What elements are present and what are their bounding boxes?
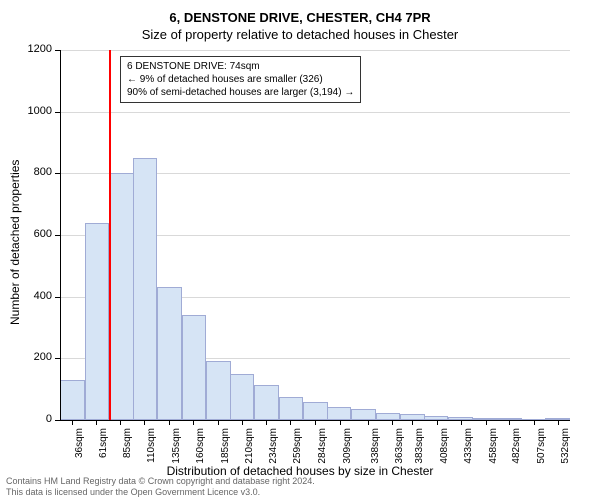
x-tick-mark	[461, 420, 462, 425]
x-tick-mark	[340, 420, 341, 425]
y-tick-label: 800	[12, 166, 60, 178]
x-tick-mark	[534, 420, 535, 425]
x-tick-label: 532sqm	[560, 428, 571, 468]
x-tick-mark	[437, 420, 438, 425]
footer: Contains HM Land Registry data © Crown c…	[6, 476, 315, 498]
histogram-bar	[133, 158, 158, 420]
histogram-bar	[182, 315, 207, 420]
y-tick-label: 200	[12, 351, 60, 363]
x-tick-mark	[266, 420, 267, 425]
histogram-bar	[279, 397, 304, 420]
grid-line	[60, 50, 570, 51]
x-tick-mark	[242, 420, 243, 425]
x-tick-label: 458sqm	[488, 428, 499, 468]
x-tick-label: 234sqm	[268, 428, 279, 468]
y-tick-label: 400	[12, 290, 60, 302]
x-tick-mark	[290, 420, 291, 425]
marker-line	[109, 50, 111, 420]
histogram-bar	[303, 402, 328, 421]
y-axis-line	[60, 50, 61, 420]
x-tick-mark	[412, 420, 413, 425]
chart-container: 6, DENSTONE DRIVE, CHESTER, CH4 7PR Size…	[0, 0, 600, 500]
x-tick-label: 259sqm	[292, 428, 303, 468]
x-tick-mark	[72, 420, 73, 425]
x-tick-label: 85sqm	[122, 428, 133, 468]
x-tick-mark	[218, 420, 219, 425]
y-tick-label: 1200	[12, 43, 60, 55]
footer-line1: Contains HM Land Registry data © Crown c…	[6, 476, 315, 487]
annotation-line1: 6 DENSTONE DRIVE: 74sqm	[127, 60, 354, 73]
x-tick-label: 284sqm	[317, 428, 328, 468]
x-tick-label: 309sqm	[342, 428, 353, 468]
chart-title: 6, DENSTONE DRIVE, CHESTER, CH4 7PR	[0, 0, 600, 25]
x-tick-mark	[392, 420, 393, 425]
x-tick-mark	[96, 420, 97, 425]
histogram-bar	[376, 413, 401, 420]
x-tick-label: 408sqm	[439, 428, 450, 468]
footer-line2: This data is licensed under the Open Gov…	[6, 487, 315, 498]
x-tick-mark	[315, 420, 316, 425]
histogram-bar	[206, 361, 231, 420]
x-tick-label: 36sqm	[74, 428, 85, 468]
x-tick-label: 185sqm	[220, 428, 231, 468]
y-tick-label: 600	[12, 228, 60, 240]
histogram-bar	[351, 409, 376, 420]
histogram-bar	[109, 173, 134, 420]
x-tick-label: 135sqm	[171, 428, 182, 468]
x-tick-mark	[509, 420, 510, 425]
histogram-bar	[157, 287, 182, 420]
x-tick-label: 433sqm	[463, 428, 474, 468]
x-tick-label: 482sqm	[511, 428, 522, 468]
plot-area: 6 DENSTONE DRIVE: 74sqm ← 9% of detached…	[60, 50, 570, 420]
x-tick-label: 61sqm	[98, 428, 109, 468]
histogram-bar	[60, 380, 85, 420]
x-tick-label: 160sqm	[195, 428, 206, 468]
annotation-box: 6 DENSTONE DRIVE: 74sqm ← 9% of detached…	[120, 56, 361, 103]
x-tick-label: 363sqm	[394, 428, 405, 468]
grid-line	[60, 112, 570, 113]
x-tick-mark	[169, 420, 170, 425]
x-tick-label: 338sqm	[370, 428, 381, 468]
x-tick-mark	[193, 420, 194, 425]
annotation-line2: ← 9% of detached houses are smaller (326…	[127, 73, 354, 86]
x-tick-label: 507sqm	[536, 428, 547, 468]
annotation-line3: 90% of semi-detached houses are larger (…	[127, 86, 354, 99]
x-tick-label: 383sqm	[414, 428, 425, 468]
y-tick-label: 0	[12, 413, 60, 425]
x-tick-mark	[558, 420, 559, 425]
x-tick-label: 110sqm	[146, 428, 157, 468]
x-tick-mark	[144, 420, 145, 425]
chart-subtitle: Size of property relative to detached ho…	[0, 25, 600, 42]
histogram-bar	[85, 223, 110, 420]
histogram-bar	[327, 407, 352, 420]
y-tick-label: 1000	[12, 105, 60, 117]
x-tick-mark	[120, 420, 121, 425]
histogram-bar	[254, 385, 279, 420]
x-tick-label: 210sqm	[244, 428, 255, 468]
histogram-bar	[230, 374, 255, 420]
x-tick-mark	[368, 420, 369, 425]
x-tick-mark	[486, 420, 487, 425]
